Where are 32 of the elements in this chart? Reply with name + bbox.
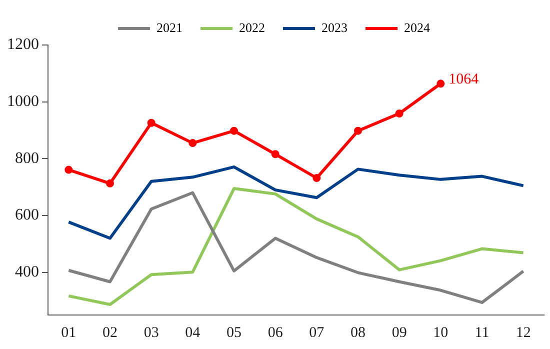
legend-label: 2024 — [404, 20, 430, 35]
point — [106, 179, 114, 188]
point — [354, 126, 362, 135]
legend-label: 2021 — [156, 20, 182, 35]
y-tick-label: 800 — [15, 150, 39, 167]
point — [147, 118, 156, 127]
x-tick-label: 09 — [392, 324, 407, 341]
x-tick-label: 07 — [309, 324, 325, 341]
x-tick-label: 06 — [268, 324, 284, 341]
point — [64, 166, 73, 174]
legend-label: 2023 — [322, 20, 348, 35]
y-tick-label: 1000 — [7, 93, 39, 110]
point — [188, 139, 197, 148]
point — [271, 150, 280, 158]
point — [395, 109, 404, 118]
x-tick-label: 02 — [102, 324, 118, 341]
x-tick-label: 12 — [516, 324, 531, 341]
x-tick-label: 10 — [433, 324, 448, 341]
x-tick-label: 03 — [144, 324, 159, 341]
point — [312, 174, 321, 182]
x-tick-label: 04 — [185, 324, 201, 341]
point — [436, 80, 445, 88]
y-tick-label: 1200 — [7, 36, 39, 54]
x-tick-label: 05 — [226, 324, 242, 341]
y-tick-label: 600 — [15, 206, 39, 224]
x-tick-label: 11 — [474, 324, 490, 341]
annotation: 1064 — [448, 72, 480, 88]
y-tick-label: 400 — [15, 264, 39, 281]
point — [230, 126, 238, 135]
legend-label: 2022 — [239, 20, 265, 35]
x-tick-label: 01 — [61, 324, 76, 341]
x-tick-label: 08 — [350, 324, 366, 341]
